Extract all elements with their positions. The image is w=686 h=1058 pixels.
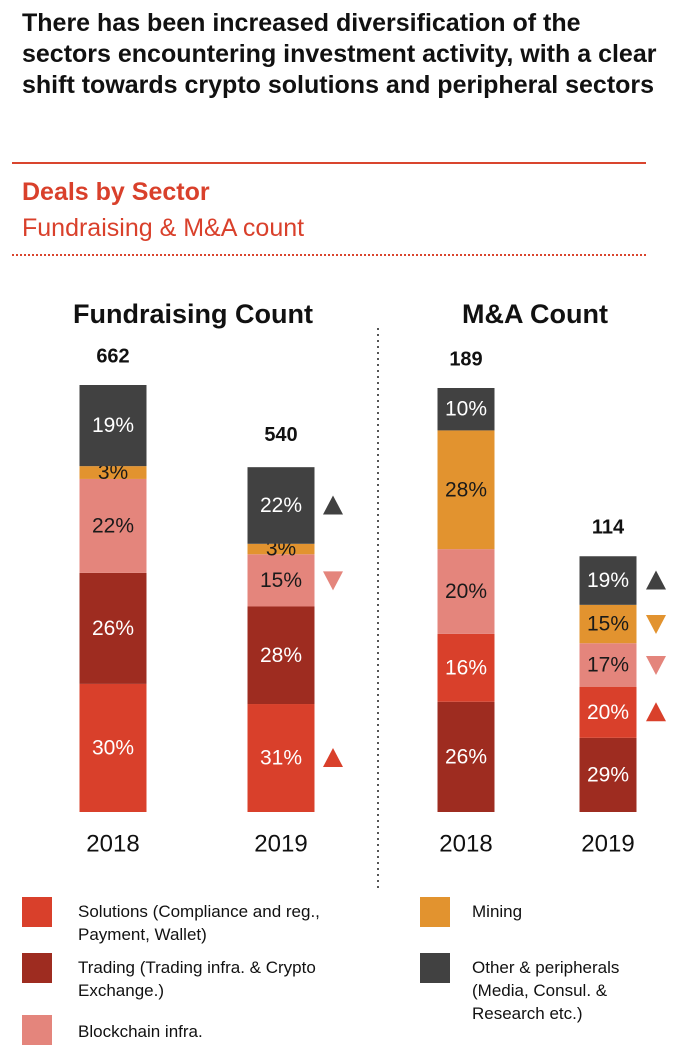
page-title: There has been increased diversification… [22, 9, 657, 99]
bar-segment [79, 385, 147, 467]
x-tick-label: 2018 [86, 830, 139, 857]
data-label: 22% [260, 494, 302, 517]
bar-segment [437, 549, 495, 634]
data-label: 22% [92, 514, 134, 537]
trend-arrow-down [323, 571, 343, 591]
total-label: 189 [449, 348, 482, 370]
data-label: 26% [445, 745, 487, 768]
bar-segment [247, 606, 315, 705]
legend-label: Other & peripherals (Media, Consul. & Re… [472, 958, 620, 1023]
data-label: 3% [98, 461, 128, 484]
data-label: 20% [445, 580, 487, 603]
data-label: 19% [587, 569, 629, 592]
data-label: 30% [92, 736, 134, 759]
trend-arrow-down [646, 655, 666, 675]
bar-segment [79, 478, 147, 573]
section-rule [12, 254, 646, 256]
data-label: 28% [445, 478, 487, 501]
data-label: 15% [587, 613, 629, 636]
bar-segment [247, 543, 315, 555]
bar-segment [437, 388, 495, 431]
trend-arrow-up [646, 570, 666, 590]
legend-label: Trading (Trading infra. & Crypto Exchang… [78, 958, 316, 1000]
bar-segment [437, 633, 495, 702]
data-label: 20% [587, 701, 629, 724]
trend-arrow-up [323, 748, 343, 768]
total-label: 114 [592, 517, 625, 539]
legend-label: Mining [472, 902, 523, 921]
chart-title: M&A Count [462, 299, 608, 329]
legend-swatch [420, 953, 450, 983]
legend-swatch [22, 953, 52, 983]
section-title: Deals by Sector [22, 178, 210, 206]
x-tick-label: 2018 [439, 830, 492, 857]
x-tick-label: 2019 [581, 830, 634, 857]
bar-segment [579, 556, 637, 605]
bar-segment [437, 701, 495, 812]
bar-segment [79, 683, 147, 812]
data-label: 28% [260, 644, 302, 667]
data-label: 17% [587, 653, 629, 676]
bar-segment [79, 466, 147, 479]
total-label: 662 [96, 345, 129, 367]
section-subtitle: Fundraising & M&A count [22, 214, 305, 242]
bar-segment [247, 467, 315, 544]
data-label: 26% [92, 617, 134, 640]
legend-swatch [420, 897, 450, 927]
legend-swatch [22, 897, 52, 927]
trend-arrow-up [646, 702, 666, 722]
bar-segment [247, 554, 315, 607]
legend-label: Solutions (Compliance and reg., Payment,… [78, 902, 320, 944]
data-label: 29% [587, 763, 629, 786]
title-rule [12, 162, 646, 164]
trend-arrow-up [323, 495, 343, 515]
bar-segment [579, 643, 637, 687]
legend-swatch [22, 1015, 52, 1045]
total-label: 540 [264, 424, 297, 446]
bar-segment [437, 430, 495, 550]
data-label: 16% [445, 656, 487, 679]
data-label: 31% [260, 747, 302, 770]
bar-segment [579, 737, 637, 812]
data-label: 15% [260, 569, 302, 592]
chart-title: Fundraising Count [73, 299, 313, 329]
data-label: 10% [445, 398, 487, 421]
data-label: 19% [92, 414, 134, 437]
legend-label: Blockchain infra. [78, 1022, 203, 1041]
x-tick-label: 2019 [254, 830, 307, 857]
bar-segment [579, 686, 637, 738]
bar-segment [247, 704, 315, 812]
bar-segment [579, 604, 637, 644]
trend-arrow-down [646, 615, 666, 635]
bar-segment [79, 572, 147, 684]
